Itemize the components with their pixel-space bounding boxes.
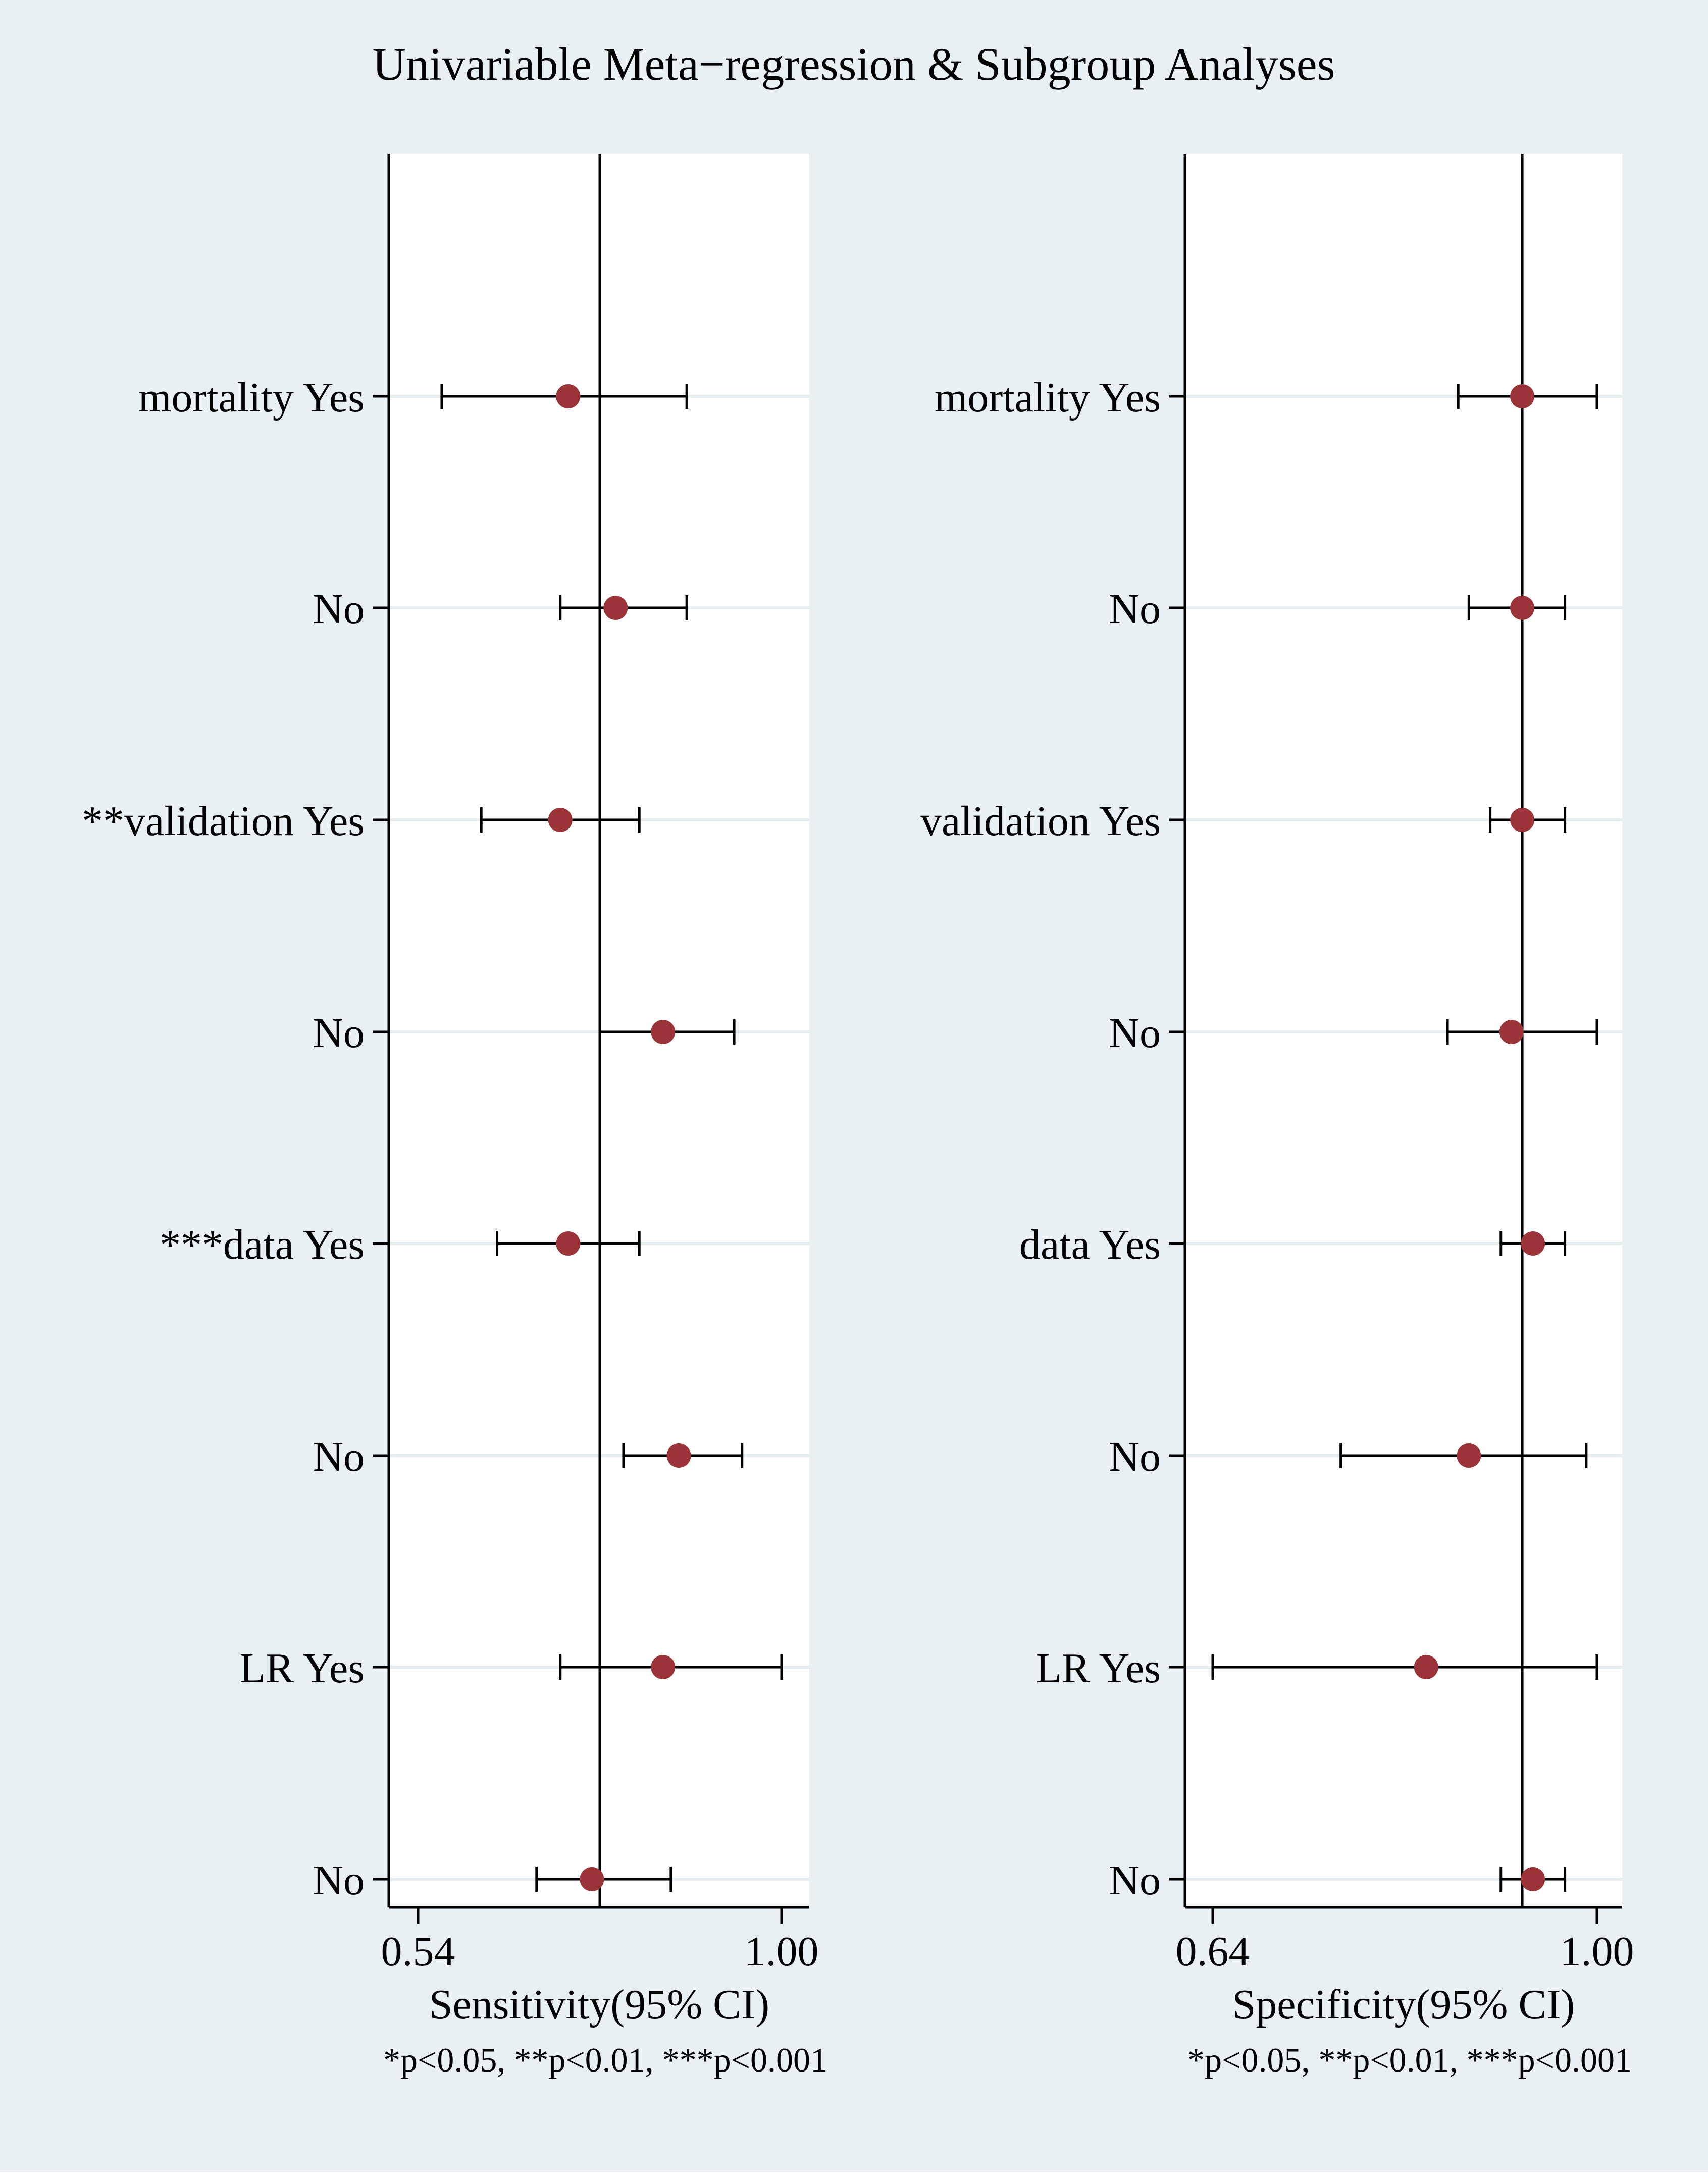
point-estimate bbox=[548, 808, 573, 832]
row-label: mortality Yes bbox=[138, 374, 365, 421]
point-estimate bbox=[1510, 384, 1535, 408]
row-label: **validation Yes bbox=[82, 798, 365, 845]
forest-row: LR Yes bbox=[240, 1645, 783, 1692]
point-estimate bbox=[1521, 1231, 1545, 1256]
forest-row: **validation Yes bbox=[82, 798, 641, 845]
x-tick-label: 1.00 bbox=[1560, 1928, 1634, 1975]
forest-row: validation Yes bbox=[920, 798, 1567, 845]
point-estimate bbox=[651, 1020, 676, 1044]
point-estimate bbox=[1521, 1867, 1545, 1891]
forest-row: No bbox=[313, 1010, 736, 1057]
forest-panel-1: mortality Yes No **validation Yes No ***data… bbox=[82, 154, 827, 2079]
forest-row: LR Yes bbox=[1036, 1645, 1598, 1692]
x-tick-label: 0.64 bbox=[1176, 1928, 1250, 1975]
forest-row: No bbox=[313, 1857, 672, 1904]
forest-row: data Yes bbox=[1019, 1221, 1567, 1268]
row-label: LR Yes bbox=[240, 1645, 365, 1692]
forest-panel-2: mortality Yes No validation Yes No data Yes N… bbox=[920, 154, 1634, 2079]
row-label: No bbox=[313, 586, 365, 633]
point-estimate bbox=[1510, 596, 1535, 620]
row-label: No bbox=[313, 1433, 365, 1480]
forest-row: No bbox=[1109, 1433, 1588, 1480]
row-label: mortality Yes bbox=[935, 374, 1161, 421]
footnote: *p<0.05, **p<0.01, ***p<0.001 bbox=[383, 2041, 827, 2079]
row-label: ***data Yes bbox=[160, 1221, 365, 1268]
forest-row: No bbox=[1109, 586, 1567, 633]
x-tick-label: 0.54 bbox=[381, 1928, 455, 1975]
x-axis-label: Sensitivity(95% CI) bbox=[429, 1981, 769, 2028]
point-estimate bbox=[1457, 1443, 1481, 1468]
forest-row: No bbox=[1109, 1010, 1598, 1057]
footnote: *p<0.05, **p<0.01, ***p<0.001 bbox=[1187, 2041, 1632, 2079]
point-estimate bbox=[1414, 1655, 1438, 1679]
point-estimate bbox=[603, 596, 628, 620]
row-label: No bbox=[313, 1010, 365, 1057]
point-estimate bbox=[666, 1443, 691, 1468]
x-tick-label: 1.00 bbox=[745, 1928, 819, 1975]
row-label: No bbox=[313, 1857, 365, 1904]
chart-title: Univariable Meta−regression & Subgroup A… bbox=[373, 38, 1335, 90]
point-estimate bbox=[556, 384, 581, 408]
forest-row: No bbox=[313, 586, 688, 633]
point-estimate bbox=[1510, 808, 1535, 832]
row-label: No bbox=[1109, 586, 1161, 633]
row-label: No bbox=[1109, 1010, 1161, 1057]
x-axis-label: Specificity(95% CI) bbox=[1232, 1981, 1575, 2028]
row-label: No bbox=[1109, 1857, 1161, 1904]
point-estimate bbox=[580, 1867, 604, 1891]
row-label: data Yes bbox=[1019, 1221, 1161, 1268]
forest-row: mortality Yes bbox=[935, 374, 1598, 421]
forest-row: mortality Yes bbox=[138, 374, 688, 421]
forest-row: No bbox=[313, 1433, 744, 1480]
forest-row: No bbox=[1109, 1857, 1567, 1904]
point-estimate bbox=[651, 1655, 676, 1679]
point-estimate bbox=[1499, 1020, 1524, 1044]
point-estimate bbox=[556, 1231, 581, 1256]
row-label: LR Yes bbox=[1036, 1645, 1161, 1692]
row-label: validation Yes bbox=[920, 798, 1161, 845]
row-label: No bbox=[1109, 1433, 1161, 1480]
forest-row: ***data Yes bbox=[160, 1221, 641, 1268]
